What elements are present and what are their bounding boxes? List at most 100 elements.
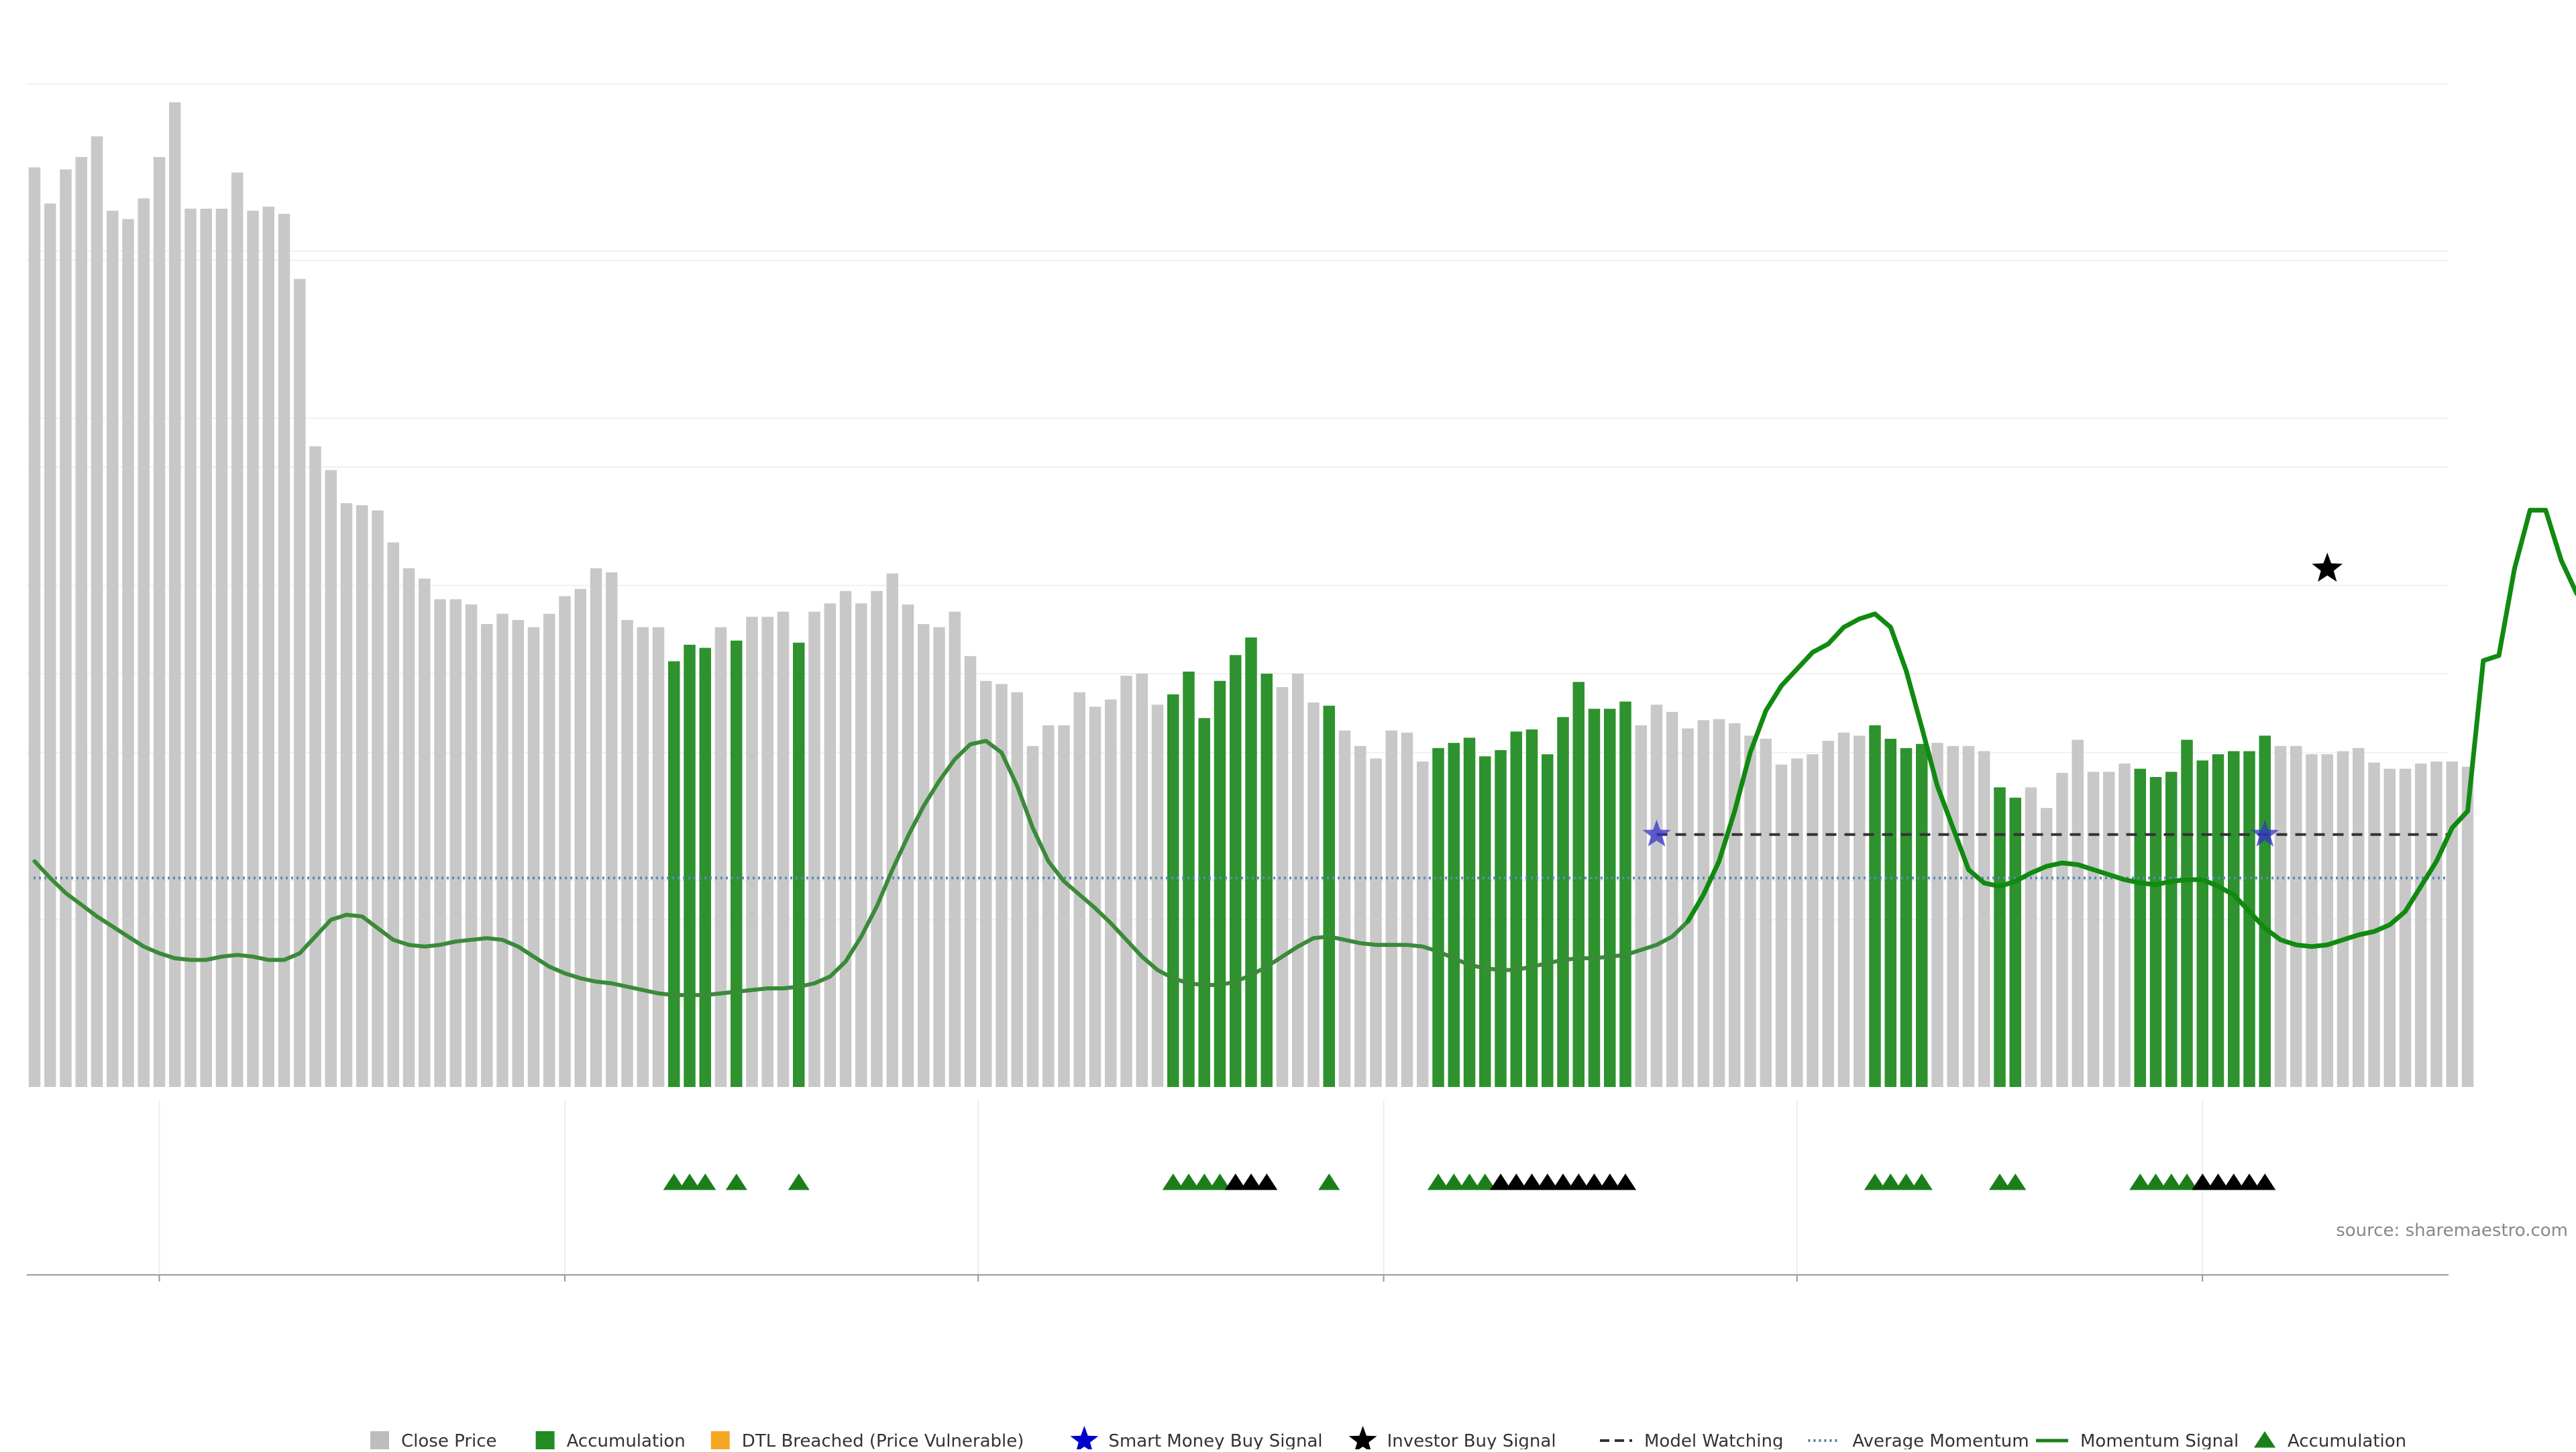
accumulation-triangle-black: [1256, 1174, 1278, 1190]
price-bar: [2056, 772, 2068, 1087]
price-bar: [2321, 754, 2333, 1087]
source-note: source: sharemaestro.com: [2336, 1221, 2568, 1241]
price-bar: [44, 203, 56, 1087]
price-bar: [2072, 739, 2084, 1087]
price-bar: [1682, 728, 1694, 1087]
accumulation-triangle: [1443, 1174, 1465, 1190]
price-bar: [107, 211, 119, 1088]
price-bar: [2306, 754, 2318, 1087]
price-bar: [777, 611, 790, 1087]
price-bar: [1073, 692, 1085, 1087]
accumulation-triangle: [2145, 1174, 2167, 1190]
legend-item: Smart Money Buy Signal: [1070, 1426, 1323, 1452]
accumulation-triangle: [678, 1174, 701, 1190]
price-bar: [1136, 674, 1148, 1087]
price-bar: [1931, 743, 1943, 1087]
accumulation-triangle-black: [1489, 1174, 1512, 1190]
accumulation-triangle: [2004, 1174, 2027, 1190]
accumulation-triangle-black: [2207, 1174, 2229, 1190]
price-bar: [1947, 745, 1959, 1087]
accumulation-triangle: [2160, 1174, 2182, 1190]
accumulation-bar: [1245, 637, 1257, 1087]
price-bar: [1011, 692, 1023, 1087]
accumulation-triangle: [1162, 1174, 1184, 1190]
price-bar: [1354, 745, 1366, 1087]
price-bar: [2415, 763, 2427, 1087]
price-bar: [356, 505, 368, 1087]
price-bar: [1042, 725, 1055, 1087]
signal-markers: [663, 552, 2343, 1190]
price-bar: [1120, 676, 1132, 1087]
accumulation-triangle-black: [2192, 1174, 2214, 1190]
price-bar: [2430, 761, 2443, 1087]
accumulation-bar: [1619, 701, 1631, 1087]
accumulation-bar: [1463, 737, 1476, 1087]
price-bar: [387, 542, 399, 1087]
price-bar: [28, 167, 41, 1087]
accumulation-triangle-black: [1583, 1174, 1605, 1190]
accumulation-bar: [699, 647, 711, 1087]
price-bar: [606, 572, 618, 1087]
price-bar: [2087, 772, 2100, 1087]
price-bar: [761, 617, 773, 1087]
legend-label: Accumulation: [2288, 1431, 2406, 1449]
accumulation-triangle: [1427, 1174, 1450, 1190]
legend-triangle-icon: [2253, 1431, 2276, 1448]
accumulation-bar: [1495, 749, 1507, 1087]
price-bar: [964, 656, 977, 1087]
price-bar: [1744, 735, 1756, 1087]
accumulation-bar: [2196, 760, 2208, 1087]
price-bar: [1292, 674, 1304, 1087]
price-bar: [1635, 725, 1647, 1087]
accumulation-triangle-black: [2222, 1174, 2245, 1190]
accumulation-bar: [2212, 754, 2224, 1087]
accumulation-bar: [1557, 717, 1569, 1087]
price-bar: [637, 627, 649, 1087]
legend-swatch: [370, 1431, 389, 1450]
accumulation-triangle: [1458, 1174, 1481, 1190]
price-bar: [1666, 711, 1678, 1087]
price-bar: [1338, 730, 1351, 1087]
legend-star-icon: [1348, 1426, 1377, 1452]
accumulation-bar: [1572, 682, 1585, 1087]
accumulation-bar: [1869, 725, 1881, 1087]
price-bar: [1370, 758, 1382, 1087]
accumulation-bar: [1230, 655, 1242, 1087]
price-bar: [1775, 764, 1788, 1087]
price-bar: [902, 604, 914, 1087]
accumulation-triangle-black: [1552, 1174, 1574, 1190]
price-bar: [1385, 730, 1397, 1087]
legend-swatch: [535, 1431, 555, 1450]
price-bar: [949, 611, 961, 1087]
accumulation-bar: [1525, 729, 1538, 1087]
legend-label: Average Momentum: [1852, 1431, 2029, 1449]
legend-label: Investor Buy Signal: [1387, 1431, 1556, 1449]
price-bar: [1791, 758, 1803, 1087]
price-bar: [590, 568, 602, 1087]
price-bar: [1105, 699, 1117, 1087]
price-bar: [808, 611, 820, 1087]
accumulation-triangle: [1474, 1174, 1496, 1190]
price-bar: [419, 578, 431, 1087]
accumulation-bar: [2165, 772, 2178, 1087]
price-bar: [855, 603, 867, 1087]
price-bar: [1822, 741, 1834, 1087]
accumulation-bar: [1588, 709, 1601, 1087]
price-bar: [1151, 705, 1164, 1087]
legend-item: Close Price: [370, 1431, 497, 1451]
accumulation-bar: [1448, 743, 1460, 1087]
accumulation-bar: [1510, 731, 1522, 1087]
legend-item: Momentum Signal: [2036, 1431, 2239, 1451]
accumulation-triangle-black: [1568, 1174, 1590, 1190]
indicator-lines: [32, 507, 2576, 997]
price-bar: [138, 198, 150, 1088]
momentum-signal-line: [32, 739, 1690, 997]
accumulation-triangle: [1988, 1174, 2011, 1190]
accumulation-bar: [2134, 768, 2146, 1087]
price-bar: [169, 102, 181, 1087]
legend-label: Accumulation: [567, 1431, 686, 1449]
price-bar: [2041, 808, 2053, 1087]
price-bar: [1089, 707, 1102, 1087]
momentum-signal-line-recent: [1685, 507, 2576, 949]
